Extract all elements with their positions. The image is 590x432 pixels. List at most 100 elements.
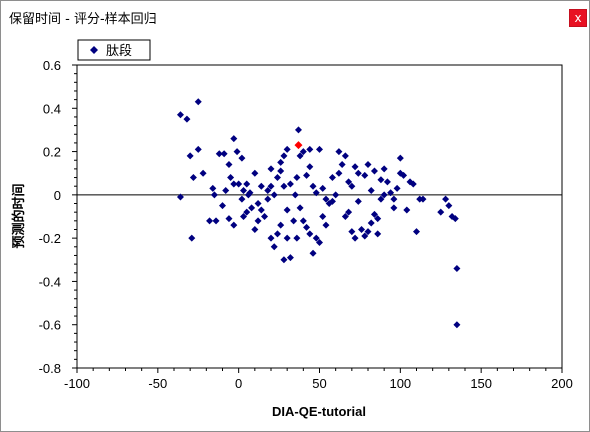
data-point	[338, 161, 346, 169]
data-point	[296, 204, 304, 212]
data-point	[261, 213, 269, 220]
data-point	[377, 195, 385, 203]
data-point	[296, 152, 304, 160]
data-point	[220, 150, 228, 158]
data-point	[264, 187, 272, 195]
data-point	[183, 115, 191, 123]
data-point	[328, 197, 336, 205]
data-point	[244, 191, 252, 199]
x-tick-label: 150	[470, 376, 492, 391]
data-point	[286, 180, 294, 188]
data-point	[199, 169, 207, 177]
data-point	[393, 184, 401, 192]
data-point	[403, 206, 411, 214]
data-point	[290, 217, 298, 225]
data-point	[243, 180, 251, 188]
y-axis: -0.8 -0.6 -0.4 -0.2 0 0.2 0.4 0.6	[39, 58, 77, 376]
data-point	[345, 208, 353, 216]
data-point	[335, 148, 343, 156]
data-point	[280, 152, 288, 160]
x-axis: -100 -50 0 50 100 150 200	[64, 368, 573, 391]
data-point	[294, 126, 302, 134]
y-tick-label: -0.4	[39, 274, 61, 289]
data-point	[451, 215, 459, 223]
data-point	[277, 167, 285, 175]
x-tick-label: 50	[312, 376, 326, 391]
data-point	[453, 321, 461, 329]
y-tick-label: -0.6	[39, 318, 61, 333]
data-point	[303, 171, 311, 179]
data-point	[309, 182, 317, 190]
data-point	[251, 225, 259, 233]
data-point	[322, 195, 330, 203]
data-point	[309, 249, 317, 257]
data-point	[358, 225, 366, 233]
data-point	[235, 180, 243, 188]
legend-label: 肽段	[106, 44, 132, 59]
data-point	[280, 182, 288, 190]
data-point	[445, 202, 453, 210]
data-point	[453, 264, 461, 272]
data-point	[212, 217, 220, 225]
data-point	[283, 234, 291, 242]
data-point	[254, 200, 262, 208]
data-point	[270, 191, 278, 199]
data-point	[341, 152, 349, 160]
data-point	[303, 223, 311, 231]
data-point	[299, 217, 307, 225]
data-point	[332, 191, 340, 199]
data-point	[225, 161, 233, 169]
data-point	[257, 206, 265, 214]
data-point	[396, 169, 404, 177]
highlighted-data-point[interactable]	[294, 141, 303, 150]
data-point	[328, 174, 336, 182]
data-point	[219, 202, 226, 210]
data-point	[277, 158, 285, 166]
data-point	[316, 238, 323, 246]
data-point	[273, 230, 281, 238]
x-axis-title: DIA-QE-tutorial	[272, 404, 366, 419]
data-point	[243, 208, 251, 216]
data-point	[335, 169, 343, 177]
data-point	[322, 221, 330, 229]
data-point	[312, 234, 320, 242]
data-point	[215, 150, 223, 158]
data-point	[348, 182, 356, 190]
data-point	[374, 215, 382, 223]
data-point	[383, 178, 391, 186]
legend: 肽段	[77, 39, 151, 61]
data-point	[248, 204, 256, 212]
data-point	[306, 163, 314, 171]
x-tick-label: -100	[64, 376, 90, 391]
y-tick-label: 0.6	[43, 58, 61, 73]
data-point	[409, 180, 417, 188]
data-point	[413, 228, 420, 236]
data-point	[283, 206, 291, 214]
data-point	[437, 208, 445, 216]
data-point	[390, 204, 398, 212]
x-tick-label: 100	[389, 376, 411, 391]
data-point	[206, 217, 214, 225]
title-bar[interactable]: 保留时间 - 评分-样本回归 x	[1, 1, 589, 32]
data-point	[319, 184, 327, 192]
data-point	[280, 256, 288, 264]
data-point	[306, 145, 314, 153]
data-point	[251, 169, 259, 177]
data-point	[370, 210, 378, 218]
close-button[interactable]: x	[569, 9, 587, 27]
data-point	[380, 165, 388, 173]
data-point	[364, 161, 372, 169]
data-point	[419, 195, 427, 203]
data-point	[380, 191, 388, 199]
data-point	[316, 145, 323, 153]
data-point	[240, 187, 248, 195]
data-point	[351, 163, 359, 171]
data-point	[230, 180, 238, 188]
y-tick-label: 0.4	[43, 101, 61, 116]
data-point	[361, 171, 369, 179]
data-point	[176, 193, 184, 201]
data-point	[396, 154, 404, 162]
data-point	[286, 254, 294, 262]
data-point	[227, 174, 235, 182]
y-axis-title: 预测的时间	[11, 183, 27, 248]
